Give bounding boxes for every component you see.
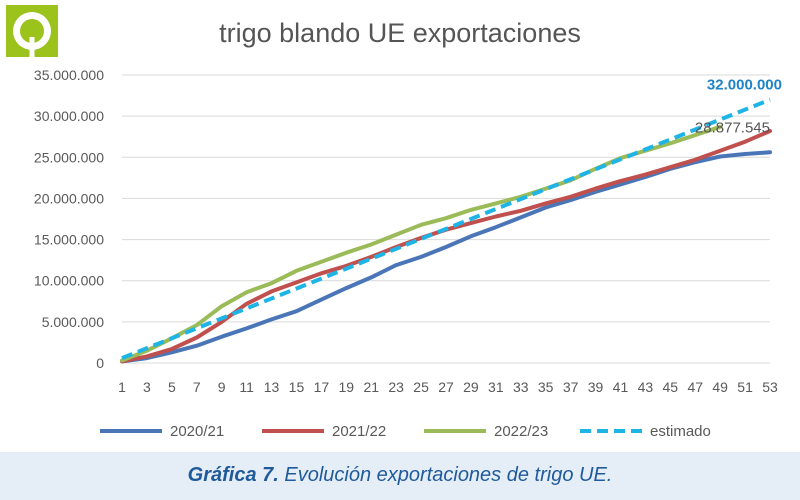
- caption-label: Gráfica 7.: [187, 464, 279, 486]
- chart-title: trigo blando UE exportaciones: [219, 18, 581, 48]
- x-tick-label: 17: [314, 379, 330, 395]
- annotation-estimado-value: 32.000.000: [707, 77, 782, 94]
- annotation-2021-value: 28.877.545: [695, 119, 770, 136]
- x-tick-label: 3: [143, 379, 151, 395]
- y-tick-label: 35.000.000: [34, 67, 104, 83]
- series-line-2020-21: [120, 150, 772, 364]
- x-tick-label: 7: [193, 379, 201, 395]
- x-tick-label: 31: [488, 379, 504, 395]
- x-tick-label: 47: [687, 379, 703, 395]
- x-tick-label: 45: [663, 379, 679, 395]
- x-tick-label: 9: [218, 379, 226, 395]
- caption-text: Evolución exportaciones de trigo UE.: [278, 464, 613, 486]
- x-tick-label: 15: [289, 379, 305, 395]
- y-tick-label: 30.000.000: [34, 108, 104, 124]
- x-tick-label: 49: [712, 379, 728, 395]
- x-tick-label: 1: [118, 379, 126, 395]
- x-tick-label: 13: [264, 379, 280, 395]
- y-tick-label: 0: [96, 355, 104, 371]
- logo: [6, 5, 58, 57]
- legend-label: 2021/22: [332, 423, 386, 440]
- legend-label: 2020/21: [170, 423, 224, 440]
- x-tick-label: 35: [538, 379, 554, 395]
- series-line-2022-23: [120, 124, 723, 363]
- legend-label: 2022/23: [494, 423, 548, 440]
- x-tick-label: 27: [438, 379, 454, 395]
- x-tick-label: 33: [513, 379, 529, 395]
- x-tick-label: 21: [363, 379, 379, 395]
- x-tick-label: 43: [638, 379, 654, 395]
- green-circle-logo-icon: [13, 12, 51, 57]
- series-line-estimado: [121, 97, 771, 360]
- line-chart: 0 5.000.000 10.000.000 15.000.000 20.000.000…: [34, 67, 782, 440]
- x-tick-label: 29: [463, 379, 479, 395]
- y-tick-label: 15.000.000: [34, 232, 104, 248]
- x-tick-label: 23: [388, 379, 404, 395]
- x-tick-label: 11: [239, 379, 254, 395]
- y-tick-label: 25.000.000: [34, 149, 104, 165]
- x-tick-label: 5: [168, 379, 176, 395]
- figure-caption: Gráfica 7. Evolución exportaciones de tr…: [0, 464, 800, 487]
- y-tick-label: 5.000.000: [42, 314, 104, 330]
- x-tick-label: 37: [563, 379, 579, 395]
- x-tick-label: 25: [413, 379, 429, 395]
- x-tick-label: 51: [737, 379, 753, 395]
- legend-label: estimado: [650, 423, 711, 440]
- x-tick-label: 39: [588, 379, 604, 395]
- y-tick-label: 20.000.000: [34, 190, 104, 206]
- chart-panel: trigo blando UE exportaciones 0 5.000.000…: [0, 0, 800, 452]
- x-tick-label: 19: [339, 379, 355, 395]
- y-tick-label: 10.000.000: [34, 273, 104, 289]
- x-tick-label: 41: [613, 379, 629, 395]
- x-tick-label: 53: [762, 379, 778, 395]
